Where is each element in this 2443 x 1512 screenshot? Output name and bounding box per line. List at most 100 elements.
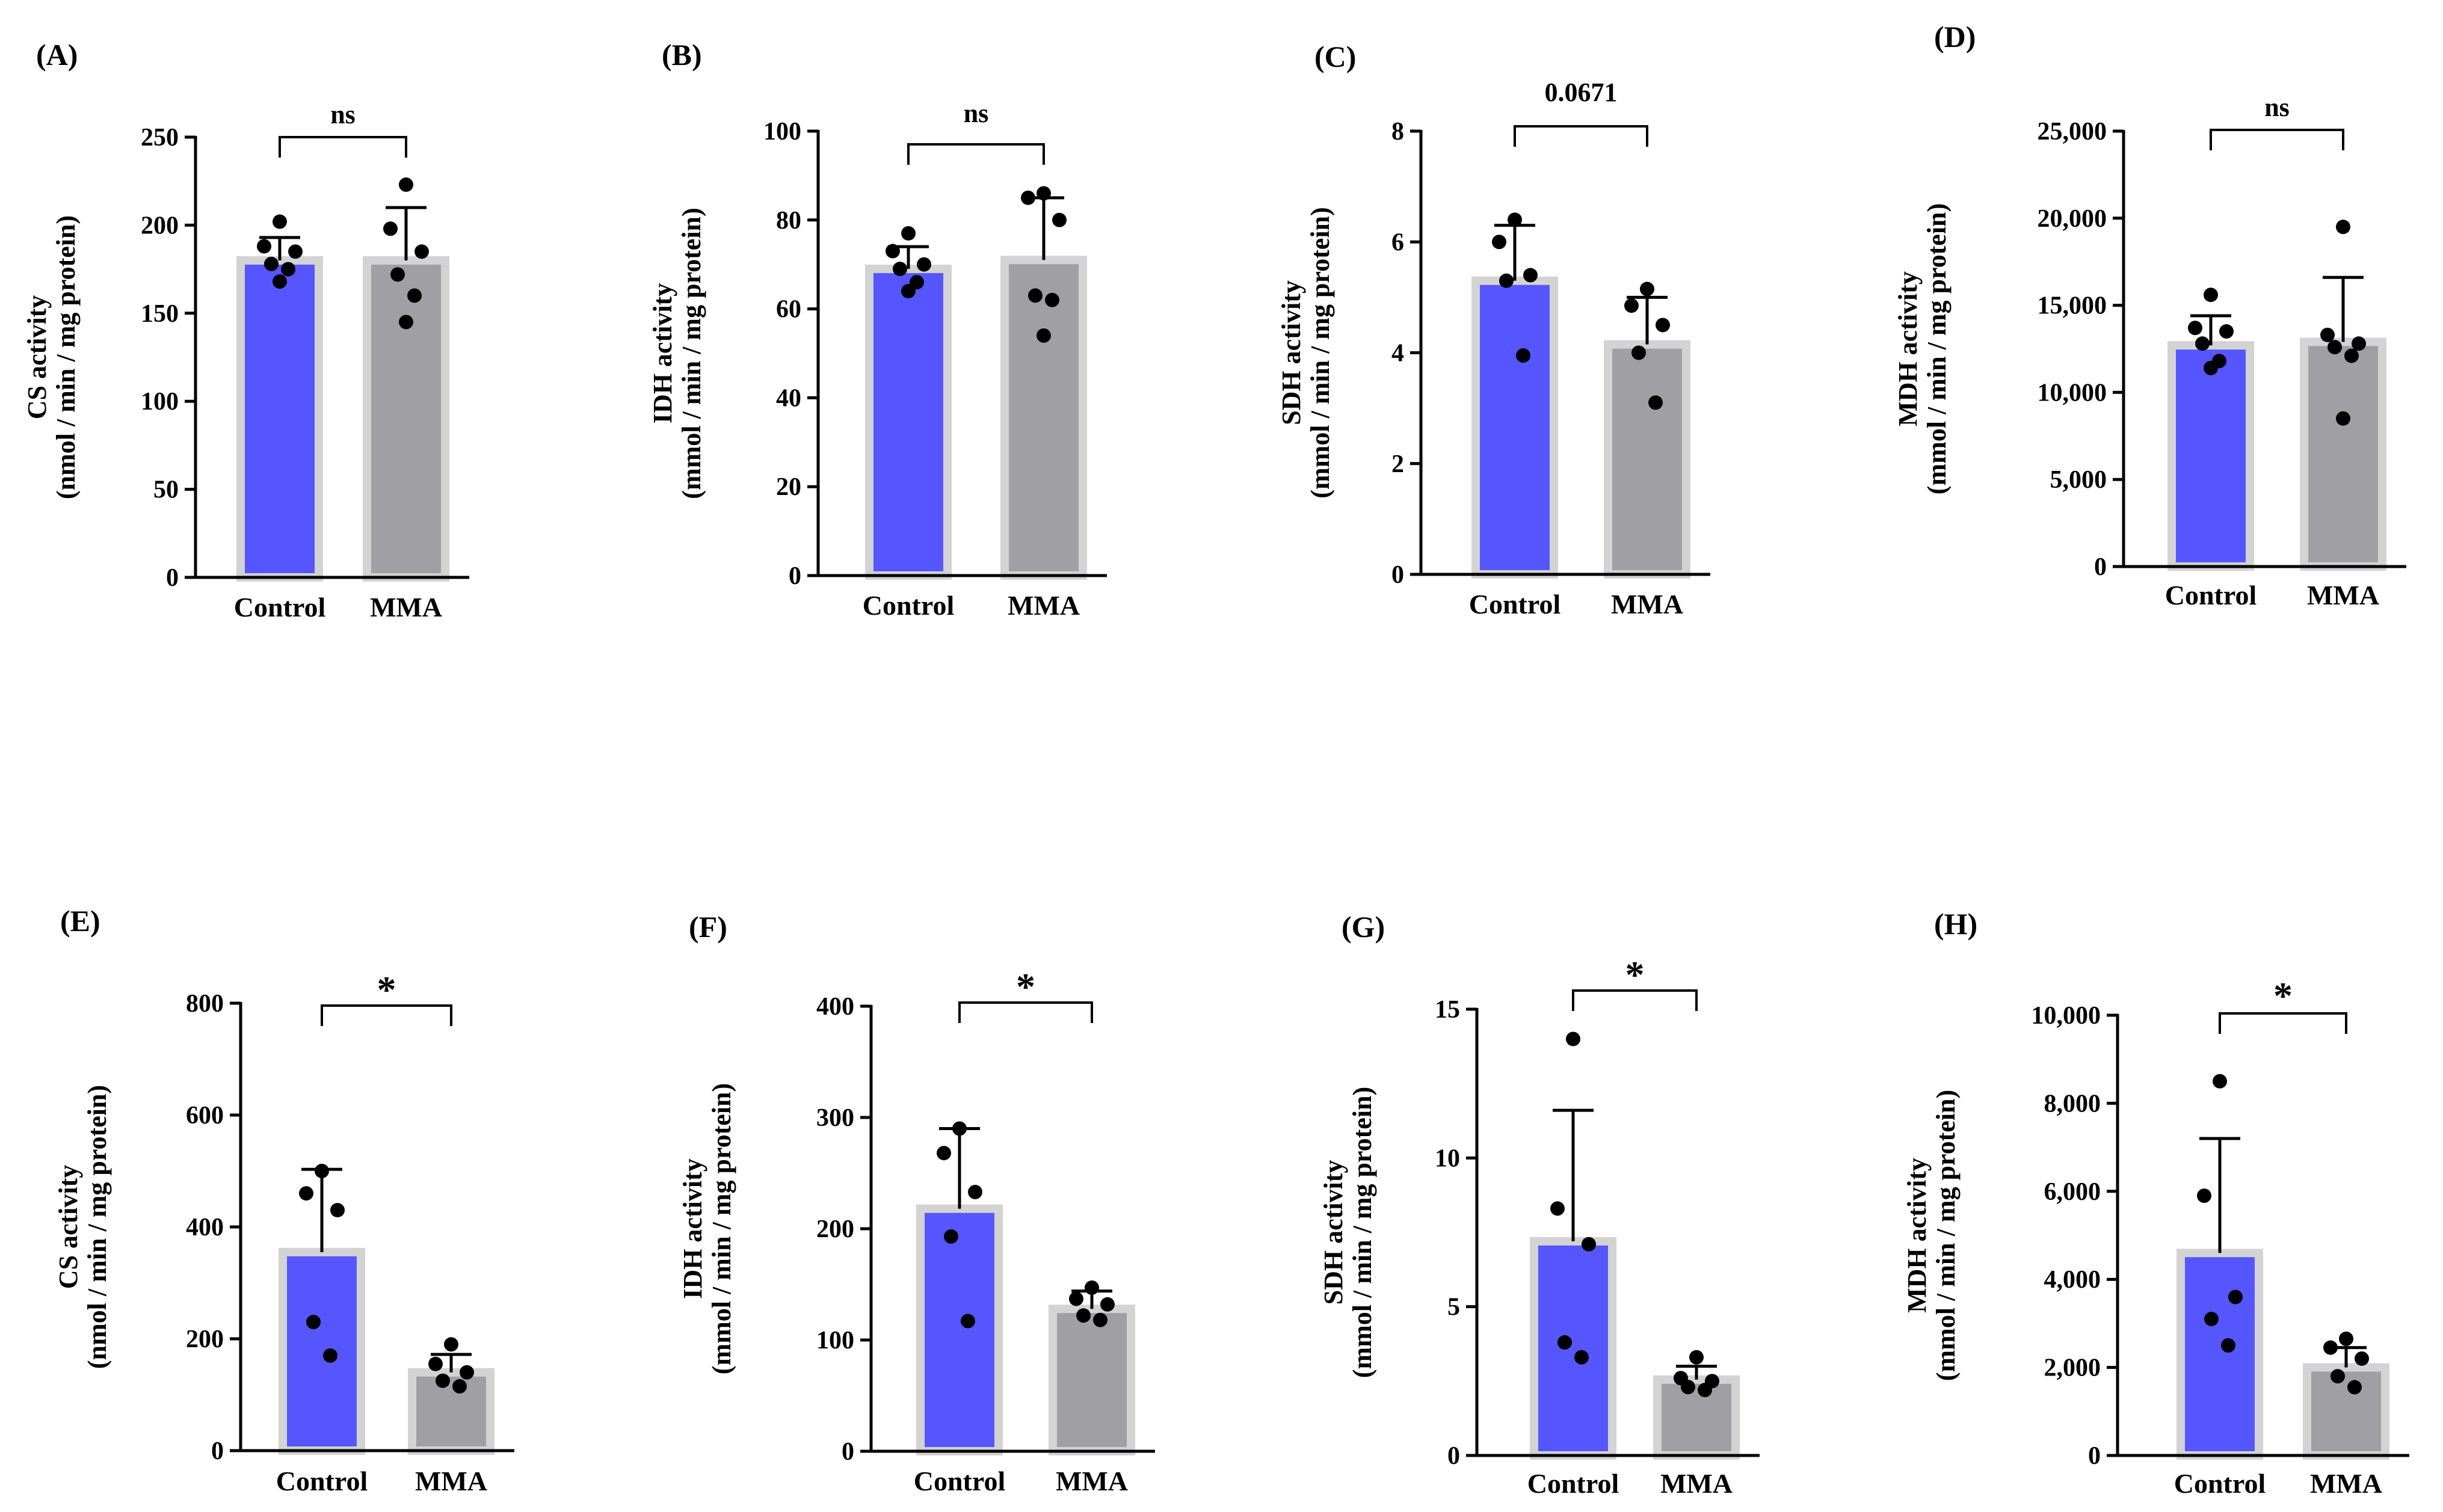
data-point bbox=[2336, 411, 2350, 426]
y-axis-unit-label: (mmol / min / mg protein) bbox=[1305, 207, 1335, 498]
y-axis-unit-label: (mmol / min / mg protein) bbox=[677, 207, 706, 499]
y-tick-label: 100 bbox=[763, 118, 801, 146]
data-point bbox=[2355, 1351, 2369, 1366]
data-point bbox=[460, 1365, 474, 1380]
bar-mma bbox=[1053, 1309, 1131, 1451]
data-point bbox=[901, 284, 916, 299]
data-point bbox=[414, 244, 429, 259]
data-point bbox=[383, 221, 398, 236]
data-point bbox=[1640, 281, 1654, 297]
x-tick-label: Control bbox=[1527, 1468, 1619, 1499]
chart-panel: (E) CS activity (nmol / min / mg protein) C… bbox=[54, 904, 514, 1496]
panel-label: (A) bbox=[36, 38, 78, 72]
data-point bbox=[1045, 292, 1059, 307]
y-axis-label: MDH activity bbox=[1902, 1158, 1932, 1313]
data-point bbox=[315, 1164, 329, 1178]
y-tick-label: 40 bbox=[776, 384, 801, 412]
data-point bbox=[399, 177, 413, 192]
data-point bbox=[893, 262, 907, 277]
y-tick-label: 4 bbox=[1391, 340, 1404, 367]
data-point bbox=[2323, 1340, 2338, 1355]
data-point bbox=[2228, 1289, 2243, 1305]
significance-label: ns bbox=[330, 100, 356, 129]
panel-label: (F) bbox=[689, 910, 727, 944]
y-tick-label: 5,000 bbox=[2050, 466, 2107, 494]
data-point bbox=[1574, 1350, 1589, 1365]
significance-label: * bbox=[377, 968, 396, 1011]
y-tick-label: 250 bbox=[141, 124, 179, 152]
y-tick-label: 80 bbox=[776, 207, 801, 235]
data-point bbox=[288, 244, 303, 259]
data-point bbox=[399, 315, 413, 330]
y-axis-label: CS activity bbox=[22, 295, 52, 420]
data-point bbox=[2197, 1188, 2211, 1203]
data-point bbox=[2331, 1369, 2345, 1384]
data-point bbox=[2204, 1312, 2219, 1327]
x-tick-label: Control bbox=[234, 592, 326, 622]
significance-label: ns bbox=[964, 99, 989, 128]
y-tick-label: 10 bbox=[1435, 1145, 1460, 1172]
bar-mma bbox=[1005, 260, 1083, 576]
x-tick-label: MMA bbox=[2307, 580, 2379, 610]
data-point bbox=[2336, 220, 2350, 235]
x-tick-label: Control bbox=[914, 1466, 1006, 1496]
y-tick-label: 10,000 bbox=[2038, 379, 2107, 407]
y-tick-label: 20,000 bbox=[2038, 205, 2107, 233]
y-tick-label: 200 bbox=[816, 1215, 854, 1243]
data-point bbox=[2213, 1074, 2227, 1089]
data-point bbox=[436, 1373, 450, 1388]
data-point bbox=[2339, 1332, 2353, 1347]
data-point bbox=[1656, 318, 1670, 333]
data-point bbox=[2195, 336, 2210, 351]
y-tick-label: 0 bbox=[1391, 561, 1404, 589]
data-point bbox=[273, 214, 287, 229]
data-point bbox=[1052, 212, 1067, 227]
data-point bbox=[1037, 186, 1051, 201]
data-point bbox=[1516, 348, 1530, 363]
data-point bbox=[1624, 298, 1639, 313]
bar-control bbox=[283, 1252, 361, 1451]
y-tick-label: 300 bbox=[816, 1104, 854, 1132]
y-tick-label: 200 bbox=[186, 1326, 224, 1353]
data-point bbox=[937, 1146, 951, 1161]
significance-label: 0.0671 bbox=[1545, 78, 1618, 107]
chart-panel: (A) CS activity (nmol / min / mg protein) C… bbox=[22, 38, 469, 622]
bar-mma bbox=[2307, 1367, 2385, 1455]
panel-label: (G) bbox=[1342, 910, 1385, 944]
data-point bbox=[886, 244, 900, 259]
chart-panel: (F) IDH activity (mmol / min / mg protein)… bbox=[678, 910, 1155, 1496]
x-tick-label: Control bbox=[1469, 589, 1561, 619]
bar-control bbox=[241, 260, 319, 578]
y-tick-label: 0 bbox=[2094, 553, 2107, 581]
panel-label: (B) bbox=[662, 38, 702, 72]
y-tick-label: 0 bbox=[211, 1437, 224, 1465]
data-point bbox=[2347, 1380, 2362, 1395]
data-point bbox=[944, 1229, 958, 1244]
bar-control bbox=[1534, 1241, 1612, 1455]
significance-bracket bbox=[907, 143, 1045, 165]
data-point bbox=[330, 1203, 345, 1218]
data-point bbox=[281, 262, 295, 277]
data-point bbox=[273, 274, 287, 289]
y-tick-label: 400 bbox=[816, 993, 854, 1021]
x-tick-label: Control bbox=[2165, 580, 2257, 610]
significance-bracket bbox=[2210, 129, 2344, 150]
data-point bbox=[1492, 235, 1506, 250]
y-axis-label: SDH activity bbox=[1319, 1160, 1348, 1305]
panel-label: (H) bbox=[1934, 907, 1977, 941]
significance-label: * bbox=[1625, 953, 1645, 996]
y-axis-unit-label: (mmol / min / mg protein) bbox=[1931, 1090, 1961, 1381]
data-point bbox=[1100, 1297, 1115, 1312]
y-axis-unit-label: (mmol / min / mg protein) bbox=[707, 1083, 736, 1374]
y-axis-unit-label: (nmol / min / mg protein) bbox=[82, 1085, 112, 1369]
data-point bbox=[1093, 1312, 1108, 1327]
data-point bbox=[1582, 1237, 1596, 1252]
significance-bracket bbox=[2219, 1012, 2347, 1034]
significance-bracket bbox=[1572, 989, 1698, 1011]
panel-label: (D) bbox=[1934, 20, 1976, 54]
data-point bbox=[1698, 1383, 1712, 1398]
data-point bbox=[2188, 321, 2202, 336]
bar-mma bbox=[1657, 1379, 1736, 1455]
data-point bbox=[1557, 1335, 1572, 1350]
